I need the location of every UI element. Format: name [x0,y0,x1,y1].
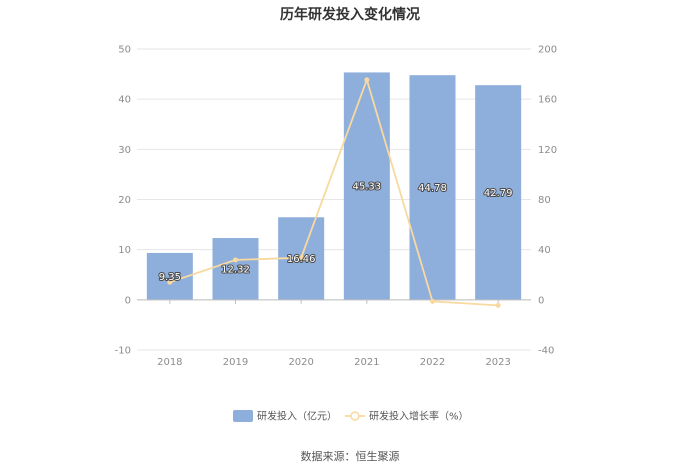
bar [409,75,456,300]
y-left-tick-label: 20 [118,195,131,206]
bar-data-label: 42.79 [484,188,513,199]
legend-line-marker [350,411,360,421]
growth-point [233,257,238,263]
y-left-tick-label: 10 [118,245,131,256]
legend: 研发投入（亿元） 研发投入增长率（%） [233,410,469,423]
bar-series [146,72,522,300]
bar-data-label: 44.78 [418,183,447,194]
line-series [167,77,501,308]
x-tick-label: 2019 [223,357,248,368]
grid-layer [137,48,531,351]
legend-bar-label: 研发投入（亿元） [257,410,337,423]
y-left-tick-label: -10 [115,346,131,357]
y-right-tick-label: 40 [538,245,551,256]
y-left-tick-label: 30 [118,145,131,156]
y-right-tick-label: 0 [538,295,544,306]
growth-point [298,255,304,261]
x-axis: 2018 2019 2020 2021 2022 2023 [137,299,531,368]
growth-point [495,302,501,308]
bar-data-label: 9.35 [159,272,181,283]
y-left-tick-label: 40 [118,95,131,106]
bar [343,72,390,300]
y-right-tick-label: 200 [538,45,557,56]
x-tick-label: 2023 [485,357,510,368]
x-tick-label: 2018 [157,357,182,368]
y-right-tick-label: 160 [538,95,557,106]
y-left-tick-label: 0 [125,295,131,306]
growth-point [364,77,370,83]
y-right-tick-label: 80 [538,195,551,206]
growth-line [169,77,499,307]
x-tick-label: 2021 [354,357,379,368]
left-axis: -10 0 10 20 30 40 50 [115,45,131,357]
y-right-tick-label: 120 [538,145,557,156]
y-right-tick-label: -40 [538,346,554,357]
bar-labels: 9.35 12.32 16.46 45.33 44.78 42.79 [158,181,514,284]
growth-point [167,279,173,285]
growth-point [430,298,435,304]
legend-bar-swatch [233,410,253,422]
source-text: 数据来源：恒生聚源 [300,450,400,463]
y-left-tick-label: 50 [118,45,131,56]
right-axis: -40 0 40 80 120 160 200 [538,45,557,357]
x-tick-label: 2022 [420,357,445,368]
bar [475,85,522,300]
legend-line-label: 研发投入增长率（%） [369,410,469,423]
bar-data-label: 45.33 [353,182,382,193]
bar [212,238,259,300]
bar-data-label: 16.46 [287,254,316,265]
bar-data-label: 12.32 [221,264,250,275]
chart-title: 历年研发投入变化情况 [280,7,420,23]
x-tick-label: 2020 [288,357,313,368]
